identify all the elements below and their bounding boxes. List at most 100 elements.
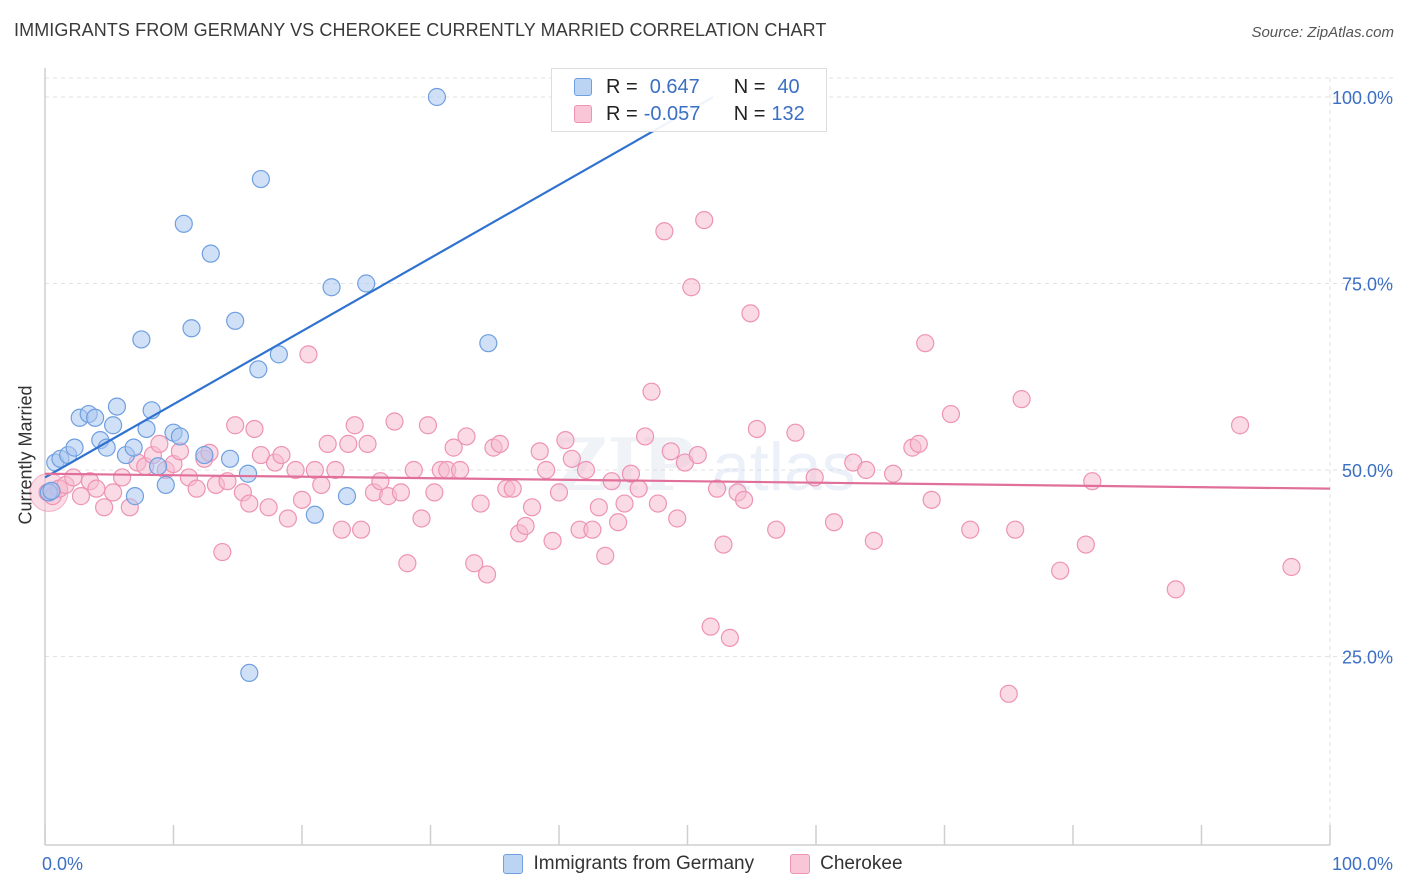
germany-points xyxy=(39,87,498,683)
chart-title: IMMIGRANTS FROM GERMANY VS CHEROKEE CURR… xyxy=(14,20,827,40)
cherokee-point xyxy=(961,520,980,539)
germany-point xyxy=(220,449,240,468)
cherokee-point xyxy=(104,483,123,502)
germany-swatch-icon xyxy=(574,78,592,96)
cherokee-point xyxy=(688,445,707,465)
stats-row-germany: R = 0.647 N = 40 xyxy=(574,74,800,100)
cherokee-point xyxy=(1083,472,1102,491)
cherokee-point xyxy=(516,516,535,536)
n-value: 132 xyxy=(771,102,805,125)
cherokee-point xyxy=(339,434,358,453)
cherokee-point xyxy=(635,427,655,446)
germany-point xyxy=(124,438,143,457)
cherokee-point xyxy=(562,449,581,468)
x-tick-label-end: 100.0% xyxy=(1332,854,1393,874)
germany-point xyxy=(357,274,376,293)
cherokee-point xyxy=(549,483,569,502)
germany-point xyxy=(195,445,214,465)
r-value: 0.647 xyxy=(649,75,700,98)
germany-point xyxy=(86,408,105,427)
cherokee-point xyxy=(398,554,417,573)
cherokee-point xyxy=(642,382,661,401)
germany-point xyxy=(322,278,341,297)
cherokee-point xyxy=(824,513,844,532)
cherokee-point xyxy=(747,419,766,439)
r-label: R = xyxy=(606,75,638,98)
cherokee-point xyxy=(530,442,549,461)
cherokee-point xyxy=(714,535,733,554)
germany-point xyxy=(337,487,357,506)
zipatlas-watermark: ZIP atlas xyxy=(555,422,856,507)
cherokee-legend-swatch-icon xyxy=(790,854,811,874)
cherokee-point xyxy=(471,494,490,513)
r-label: R = xyxy=(606,102,638,125)
cherokee-point xyxy=(576,460,596,480)
cherokee-point xyxy=(1051,561,1070,580)
cherokee-point xyxy=(352,520,371,539)
cherokee-point xyxy=(701,617,720,636)
germany-point xyxy=(201,244,220,263)
cherokee-point xyxy=(609,513,628,532)
chart-legend: Immigrants from Germany Cherokee xyxy=(0,851,1406,877)
cherokee-point xyxy=(1282,557,1301,577)
cherokee-point xyxy=(786,423,805,442)
cherokee-point xyxy=(286,460,305,480)
cherokee-point xyxy=(272,445,291,465)
germany-point xyxy=(269,345,288,364)
cherokee-point xyxy=(596,546,615,565)
cherokee-point xyxy=(444,438,463,457)
cherokee-point xyxy=(1006,520,1025,539)
germany-point xyxy=(132,330,151,349)
cherokee-point xyxy=(537,460,556,480)
y-tick-label: 25.0% xyxy=(1342,648,1393,668)
stats-row-cherokee: R = -0.057 N = 132 xyxy=(574,101,805,127)
cherokee-point xyxy=(312,475,331,495)
cherokee-point xyxy=(1012,390,1031,409)
y-tick-label: 100.0% xyxy=(1332,88,1393,108)
cherokee-point xyxy=(741,304,760,323)
cherokee-point xyxy=(391,483,411,502)
cherokee-point xyxy=(941,404,961,424)
cherokee-point xyxy=(1166,580,1185,599)
cherokee-point xyxy=(358,434,377,453)
cherokee-point xyxy=(909,434,928,453)
legend-item-cherokee[interactable]: Cherokee xyxy=(790,853,903,875)
legend-item-germany[interactable]: Immigrants from Germany xyxy=(503,853,754,875)
cherokee-point xyxy=(477,565,497,584)
germany-point xyxy=(479,334,498,353)
cherokee-point xyxy=(864,531,883,550)
cherokee-point xyxy=(278,509,297,528)
cherokee-point xyxy=(259,498,278,517)
cherokee-point xyxy=(695,210,714,230)
cherokee-point xyxy=(1076,535,1095,554)
y-tick-label: 50.0% xyxy=(1342,461,1393,481)
cherokee-point xyxy=(187,479,206,498)
cherokee-point xyxy=(412,509,431,528)
cherokee-point xyxy=(661,442,680,461)
cherokee-point xyxy=(522,498,542,517)
cherokee-point xyxy=(213,542,232,562)
germany-point xyxy=(238,464,258,483)
germany-point xyxy=(305,505,324,524)
cherokee-point xyxy=(112,468,132,487)
n-value: 40 xyxy=(777,75,800,98)
correlation-stats-box: R = 0.647 N = 40 R = -0.057 N = 132 xyxy=(551,68,827,132)
germany-point xyxy=(125,487,145,506)
cherokee-point xyxy=(629,479,648,498)
cherokee-point xyxy=(226,416,245,435)
legend-label-cherokee: Cherokee xyxy=(820,853,903,874)
cherokee-point xyxy=(621,464,641,483)
n-label: N = xyxy=(733,75,766,98)
cherokee-point xyxy=(245,419,264,439)
germany-point xyxy=(249,360,268,379)
cherokee-point xyxy=(292,490,312,509)
cherokee-point xyxy=(720,628,740,647)
germany-point xyxy=(226,311,245,330)
cherokee-point xyxy=(655,222,674,241)
germany-point xyxy=(104,416,123,435)
x-tick-label-start: 0.0% xyxy=(42,854,83,874)
tick-labels: 25.0% 50.0% 75.0% 100.0% 0.0% 100.0% xyxy=(42,88,1393,874)
germany-trend-line xyxy=(44,96,714,479)
cherokee-point xyxy=(767,520,786,539)
